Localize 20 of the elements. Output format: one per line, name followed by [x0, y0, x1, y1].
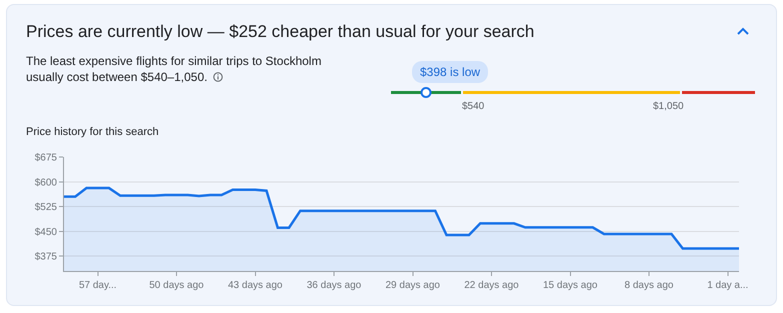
text: $398 is low — [412, 61, 488, 83]
text: $1,050 — [653, 101, 684, 112]
x-tick-label: 22 days ago — [464, 280, 520, 291]
y-tick-label: $600 — [34, 177, 58, 188]
text: Prices are currently low — $252 cheaper than usual for your search — [26, 22, 534, 42]
x-tick-label: 1 day a... — [707, 280, 748, 291]
x-tick-label: 50 days ago — [149, 280, 204, 291]
chart-title: Price history for this search — [26, 126, 159, 138]
y-tick-label: $675 — [34, 152, 58, 164]
x-tick-label: 8 days ago — [624, 280, 674, 291]
x-tick-label: 15 days ago — [543, 280, 598, 291]
x-tick-label: 57 day... — [78, 280, 117, 291]
x-tick-label: 29 days ago — [386, 280, 440, 291]
x-tick-label: 36 days ago — [306, 280, 362, 291]
x-tick-label: 43 days ago — [228, 280, 283, 291]
y-tick-label: $375 — [34, 252, 58, 263]
text: $540 — [462, 101, 484, 112]
y-tick-label: $450 — [34, 226, 58, 238]
y-tick-label: $525 — [34, 202, 58, 214]
text: The least expensive flights for similar trips to Stockholm usually cost between $540–1,050. — [26, 53, 322, 85]
